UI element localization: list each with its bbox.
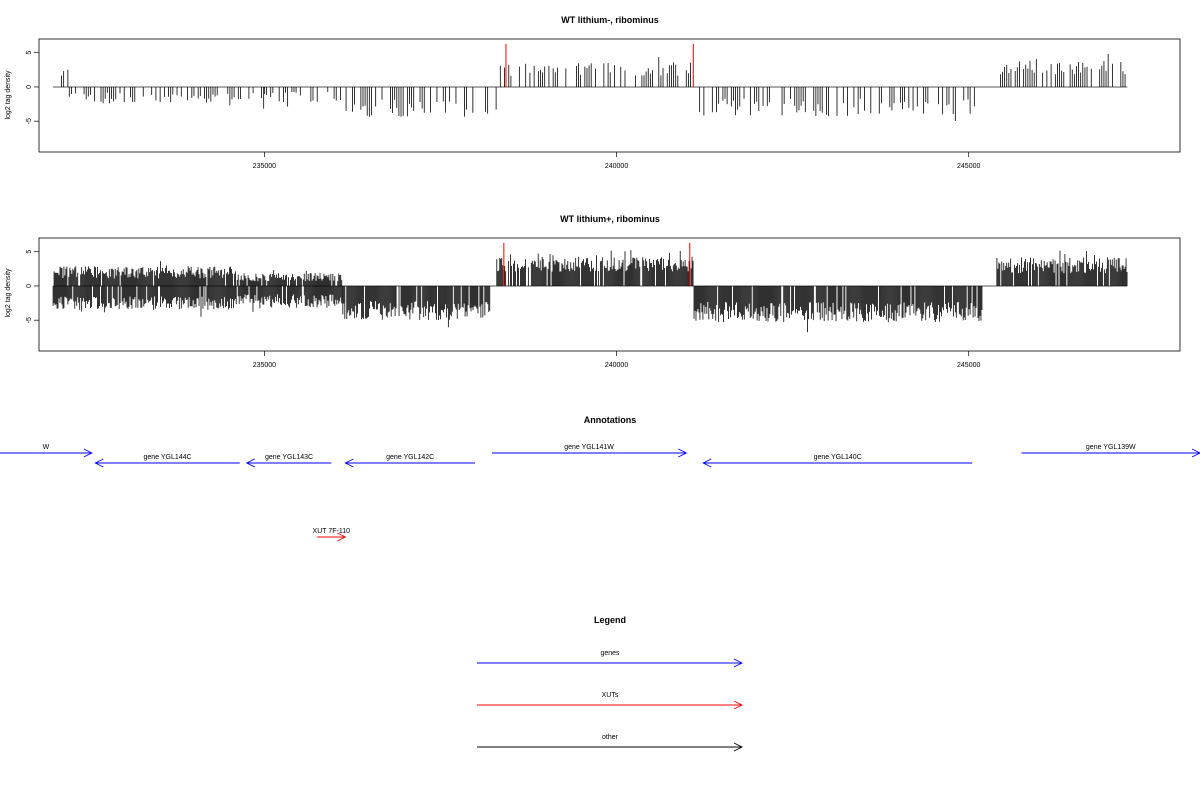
x-tick-label: 235000 [253,163,276,170]
legend-item: XUTs [477,692,744,710]
y-tick-label-group: -5 [26,317,33,323]
y-tick-label: 5 [26,250,33,254]
feature-label: W [43,444,50,451]
annotations-title: Annotations [584,415,637,425]
x-tick-label: 245000 [957,163,980,170]
arrowhead [245,458,255,468]
y-tick-label-group: -5 [26,118,33,124]
y-axis-label: log2 tag density [5,268,12,318]
panel-wt-lithium-plus: WT lithium+, ribominus log2 tag density … [5,214,1181,369]
feature-label: gene YGL140C [814,454,862,461]
legend-label: genes [600,650,620,657]
feature-gene: gene YGL141W [491,444,688,458]
x-tick-label: 245000 [957,362,980,369]
plot-area: -5 0 5 235000 240000 245000 [26,38,1181,170]
arrowhead [337,532,347,542]
feature-gene: gene YGL143C [245,454,332,468]
feature-gene: gene YGL144C [94,454,240,468]
arrowhead [678,448,688,458]
legend: Legend genes XUTs other [477,615,744,752]
feature-label: gene YGL142C [386,454,434,461]
legend-title: Legend [594,615,626,625]
arrowhead [702,458,712,468]
y-axis-label-group: log2 tag density [5,268,12,318]
arrowhead [733,658,744,668]
y-axis-label-group: log2 tag density [5,70,12,120]
feature-xut: XUT 7F-110 [313,528,351,542]
y-tick-label-group: 0 [26,284,33,288]
x-tick-label: 240000 [605,362,628,369]
plot-frame [38,38,1181,153]
y-tick-label: 5 [26,51,33,55]
legend-label: other [602,734,619,741]
feature-gene: gene YGL140C [702,454,973,468]
y-tick-label-group: 5 [26,250,33,254]
legend-items: genes XUTs other [477,650,744,752]
legend-item: genes [477,650,744,668]
y-tick-label: -5 [26,317,33,323]
y-tick-label: 0 [26,284,33,288]
arrowhead [1191,448,1200,458]
y-tick-label: -5 [26,118,33,124]
feature-label: gene YGL144C [143,454,191,461]
feature-label: gene YGL143C [265,454,313,461]
feature-label: XUT 7F-110 [313,528,351,535]
feature-label: gene YGL141W [564,444,614,451]
arrowhead [344,458,354,468]
panel-wt-lithium-minus: WT lithium-, ribominus log2 tag density … [5,15,1181,170]
feature-gene: W [0,444,93,458]
feature-gene: gene YGL139W [1021,444,1200,458]
arrowhead [733,742,744,752]
arrowhead [733,700,744,710]
plot-frame [38,237,1181,352]
y-tick-label-group: 0 [26,85,33,89]
y-tick-label-group: 5 [26,51,33,55]
x-tick-label: 235000 [253,362,276,369]
plot-area: -5 0 5 235000 240000 245000 [26,237,1181,369]
feature-label: gene YGL139W [1086,444,1136,451]
legend-label: XUTs [602,692,619,699]
y-tick-label: 0 [26,85,33,89]
y-axis-label: log2 tag density [5,70,12,120]
panel-title: WT lithium+, ribominus [560,214,660,224]
panel-title: WT lithium-, ribominus [561,15,659,25]
arrowhead [83,448,93,458]
feature-gene: gene YGL142C [344,454,475,468]
legend-item: other [477,734,744,752]
x-tick-label: 240000 [605,163,628,170]
arrowhead [94,458,104,468]
